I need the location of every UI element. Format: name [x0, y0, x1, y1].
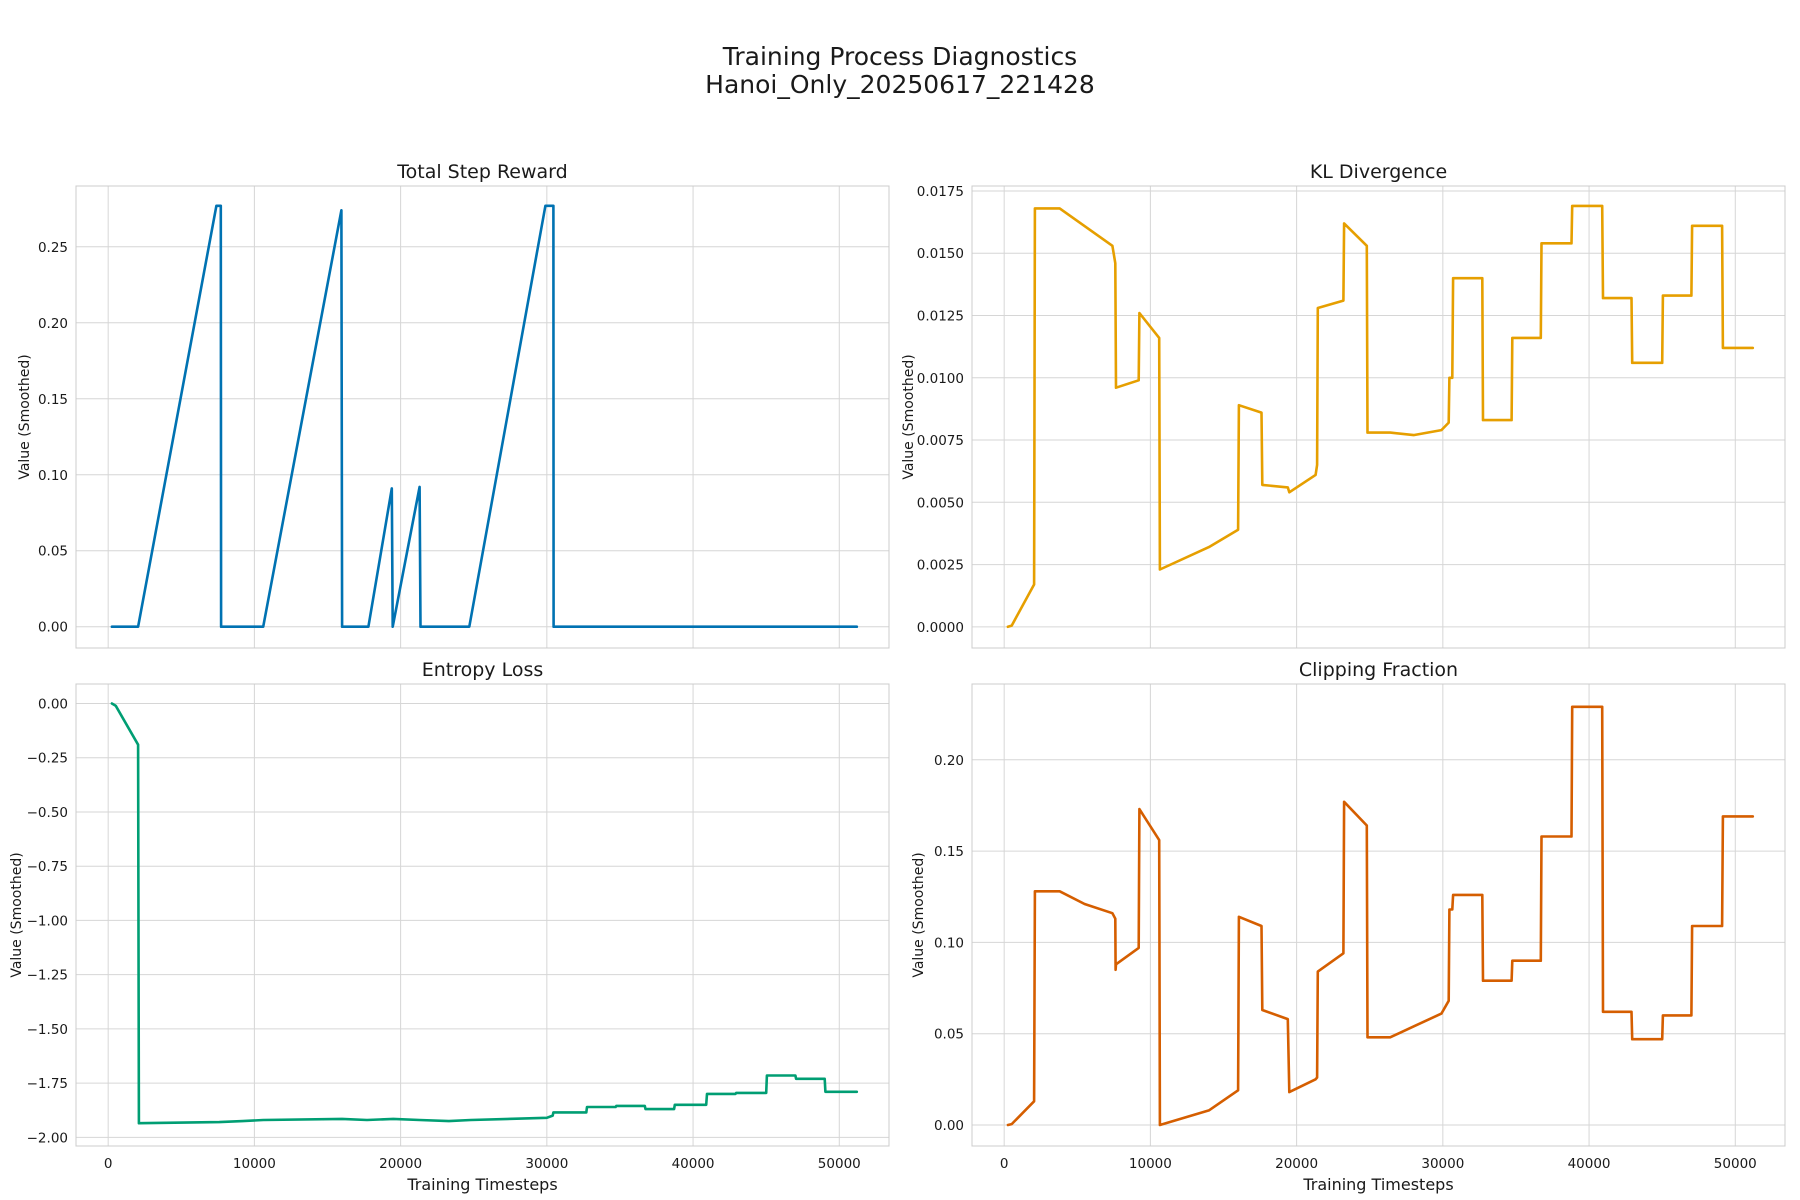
total-step-reward-y-tick-label: 0.25: [38, 240, 68, 256]
kl-divergence-y-tick-label: 0.0100: [917, 371, 964, 387]
entropy-loss-x-tick-label: 0: [104, 1156, 113, 1172]
entropy-loss-title: Entropy Loss: [422, 659, 544, 681]
clipping-fraction-y-axis-label: Value (Smoothed): [911, 852, 927, 977]
kl-divergence-plot-area: [972, 186, 1785, 648]
entropy-loss-y-tick-label: −0.25: [27, 751, 68, 767]
kl-divergence-y-tick-label: 0.0050: [917, 495, 964, 511]
kl-divergence-y-tick-label: 0.0175: [917, 184, 964, 200]
total-step-reward-y-axis-label: Value (Smoothed): [17, 354, 33, 479]
total-step-reward-frame: [75, 185, 890, 649]
kl-divergence-y-tick-label: 0.0150: [917, 246, 964, 262]
entropy-loss-y-tick-label: −0.50: [27, 805, 68, 821]
entropy-loss-x-tick-label: 30000: [525, 1156, 568, 1172]
entropy-loss-plot-area: [76, 684, 889, 1146]
kl-divergence-y-tick-label: 0.0125: [917, 309, 964, 325]
entropy-loss-panel: −2.00 −1.75 −1.50 −1.25 −1.00 −0.75 −0.50 −0.25…: [9, 659, 890, 1194]
kl-divergence-y-tick-label: 0.0075: [917, 433, 964, 449]
total-step-reward-y-tick-label: 0.20: [38, 316, 68, 332]
entropy-loss-x-tick-label: 50000: [818, 1156, 861, 1172]
clipping-fraction-x-tick-label: 40000: [1568, 1156, 1611, 1172]
entropy-loss-y-tick-label: 0.00: [38, 697, 68, 713]
entropy-loss-x-tick-label: 40000: [672, 1156, 715, 1172]
entropy-loss-x-tick-label: 10000: [233, 1156, 276, 1172]
clipping-fraction-series-line: [1006, 705, 1755, 1127]
entropy-loss-y-tick-label: −1.00: [27, 913, 68, 929]
total-step-reward-panel: 0.00 0.05 0.10 0.15 0.20 0.25 Total Step Rewar…: [17, 161, 890, 649]
total-step-reward-y-tick-label: 0.05: [38, 544, 68, 560]
kl-divergence-y-tick-label: 0.0000: [917, 620, 964, 636]
figure-subtitle: Hanoi_Only_20250617_221428: [705, 70, 1095, 99]
total-step-reward-y-tick-label: 0.00: [38, 620, 68, 636]
entropy-loss-y-tick-label: −2.00: [27, 1130, 68, 1146]
clipping-fraction-plot-area: [972, 684, 1785, 1146]
kl-divergence-frame: [971, 185, 1786, 649]
entropy-loss-x-tick-label: 20000: [379, 1156, 422, 1172]
clipping-fraction-x-tick-label: 30000: [1421, 1156, 1464, 1172]
kl-divergence-series-line: [1006, 204, 1755, 629]
entropy-loss-y-tick-label: −0.75: [27, 859, 68, 875]
total-step-reward-series-line: [110, 204, 859, 628]
entropy-loss-y-tick-label: −1.50: [27, 1022, 68, 1038]
clipping-fraction-x-tick-label: 20000: [1275, 1156, 1318, 1172]
kl-divergence-title: KL Divergence: [1310, 161, 1447, 183]
clipping-fraction-y-tick-label: 0.15: [934, 844, 964, 860]
entropy-loss-y-axis-label: Value (Smoothed): [9, 852, 25, 977]
total-step-reward-plot-area: [76, 186, 889, 648]
kl-divergence-panel: 0.0000 0.0025 0.0050 0.0075 0.0100 0.0125 0.01…: [901, 161, 1786, 649]
clipping-fraction-panel: 0.00 0.05 0.10 0.15 0.20 0 10000 20000 30000 4000…: [911, 659, 1786, 1194]
clipping-fraction-frame: [971, 683, 1786, 1147]
clipping-fraction-y-tick-label: 0.10: [934, 935, 964, 951]
entropy-loss-y-tick-label: −1.75: [27, 1076, 68, 1092]
entropy-loss-frame: [75, 683, 890, 1147]
clipping-fraction-y-tick-label: 0.20: [934, 753, 964, 769]
figure-title: Training Process Diagnostics: [722, 42, 1078, 71]
clipping-fraction-x-axis-label: Training Timesteps: [1302, 1175, 1453, 1194]
clipping-fraction-x-tick-label: 10000: [1129, 1156, 1172, 1172]
kl-divergence-y-tick-label: 0.0025: [917, 558, 964, 574]
entropy-loss-y-tick-label: −1.25: [27, 968, 68, 984]
clipping-fraction-y-tick-label: 0.05: [934, 1027, 964, 1043]
entropy-loss-series-line: [110, 702, 859, 1125]
entropy-loss-x-axis-label: Training Timesteps: [406, 1175, 557, 1194]
clipping-fraction-y-tick-label: 0.00: [934, 1118, 964, 1134]
total-step-reward-y-tick-label: 0.15: [38, 392, 68, 408]
clipping-fraction-x-tick-label: 0: [1000, 1156, 1009, 1172]
total-step-reward-y-tick-label: 0.10: [38, 468, 68, 484]
clipping-fraction-x-tick-label: 50000: [1714, 1156, 1757, 1172]
clipping-fraction-title: Clipping Fraction: [1299, 659, 1458, 681]
kl-divergence-y-axis-label: Value (Smoothed): [901, 354, 917, 479]
total-step-reward-title: Total Step Reward: [396, 161, 567, 183]
